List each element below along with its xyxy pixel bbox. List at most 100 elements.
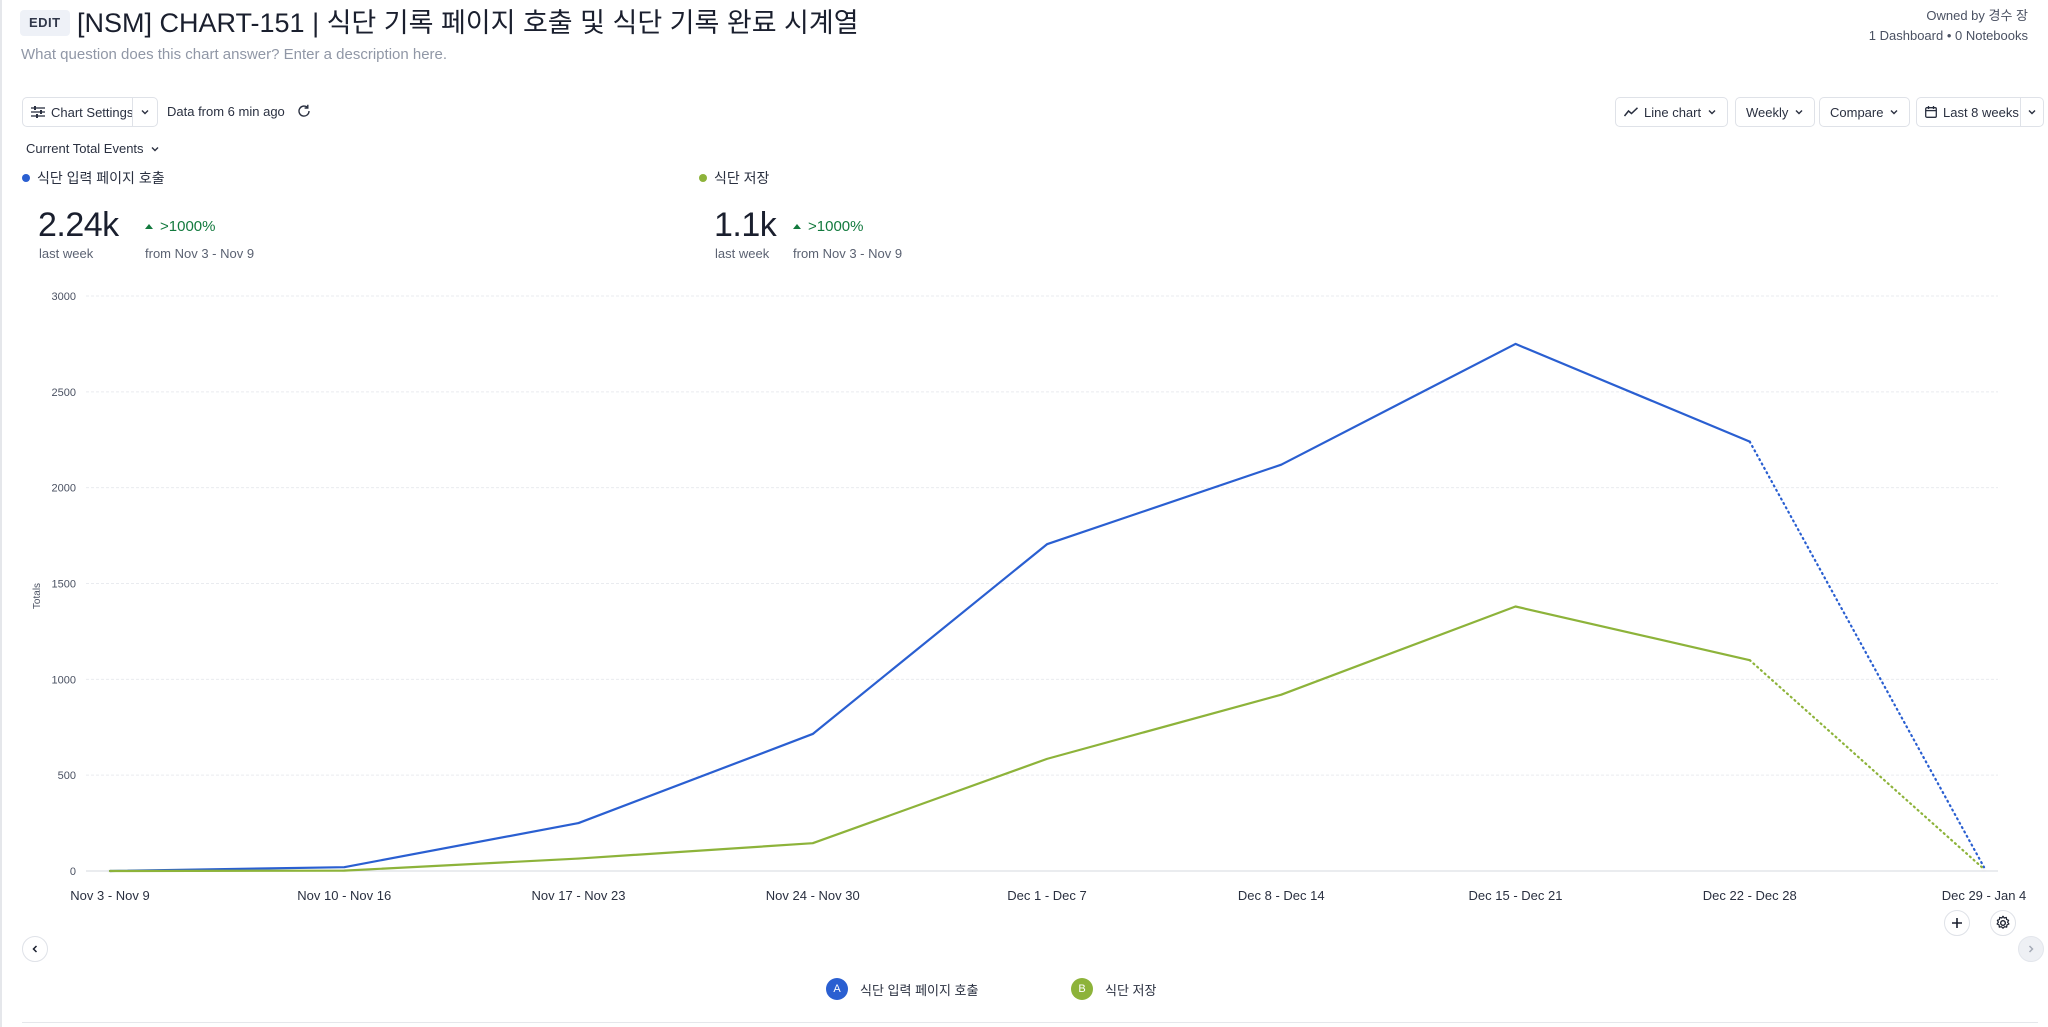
data-point[interactable] [1045, 756, 1050, 761]
series-b-delta-value: >1000% [808, 218, 864, 235]
y-tick-label: 1000 [52, 674, 76, 686]
x-tick-label: Dec 22 - Dec 28 [1703, 888, 1797, 903]
y-tick-label: 2500 [52, 387, 76, 399]
compare-dropdown[interactable]: Compare [1819, 97, 1911, 127]
y-tick-label: 2000 [52, 483, 76, 495]
owner-label[interactable]: Owned by 경수 장 [1926, 8, 2028, 23]
legend-badge-a: A [826, 978, 848, 1000]
y-tick-label: 3000 [52, 291, 76, 303]
data-point[interactable] [108, 869, 113, 874]
owner-info: Owned by 경수 장 1 Dashboard • 0 Notebooks [1869, 6, 2028, 46]
legend-badge-b: B [1071, 978, 1093, 1000]
add-button[interactable] [1944, 910, 1970, 936]
chart-settings-gear-button[interactable] [1990, 910, 2016, 936]
series-b-value: 1.1k [714, 206, 777, 244]
date-range-picker[interactable]: Last 8 weeks [1916, 97, 2044, 127]
chart-title[interactable]: [NSM] CHART-151 | 식단 기록 페이지 호출 및 식단 기록 완… [77, 8, 859, 38]
edit-badge[interactable]: EDIT [20, 10, 70, 36]
bottom-divider [22, 1022, 2038, 1023]
legend-item-a[interactable]: A 식단 입력 페이지 호출 [826, 978, 978, 1000]
x-tick-label: Dec 1 - Dec 7 [1007, 888, 1086, 903]
scroll-right-button[interactable] [2018, 936, 2044, 962]
series-b-dot [699, 174, 707, 182]
legend-label-b: 식단 저장 [1105, 982, 1157, 998]
x-tick-label: Dec 15 - Dec 21 [1469, 888, 1563, 903]
chevron-down-icon [1708, 110, 1716, 115]
data-point[interactable] [576, 821, 581, 826]
usage-label[interactable]: 1 Dashboard • 0 Notebooks [1868, 28, 2028, 43]
data-point[interactable] [576, 856, 581, 861]
metric-dropdown[interactable]: Current Total Events [26, 141, 160, 156]
x-tick-label: Nov 24 - Nov 30 [766, 888, 860, 903]
interval-label: Weekly [1746, 104, 1789, 120]
y-tick-label: 500 [58, 770, 76, 782]
interval-dropdown[interactable]: Weekly [1735, 97, 1816, 127]
data-point[interactable] [342, 868, 347, 873]
metric-label: Current Total Events [26, 141, 144, 156]
compare-label: Compare [1830, 104, 1884, 120]
series-line-b[interactable] [108, 605, 1751, 873]
arrow-up-icon [145, 224, 153, 229]
x-tick-label: Nov 10 - Nov 16 [297, 888, 391, 903]
chart-type-label: Line chart [1644, 104, 1702, 120]
series-a-dot [22, 174, 30, 182]
data-point[interactable] [1747, 439, 1752, 444]
series-a-delta-value: >1000% [160, 218, 216, 235]
y-tick-label: 1500 [52, 579, 76, 591]
data-point[interactable] [1279, 462, 1284, 467]
series-a-period: last week [39, 246, 94, 261]
data-point[interactable] [1747, 658, 1752, 663]
chart-type-dropdown[interactable]: Line chart [1615, 97, 1729, 127]
refresh-icon[interactable] [296, 103, 312, 119]
chevron-down-icon [141, 110, 149, 115]
chevron-left-icon [32, 945, 38, 953]
data-point[interactable] [810, 731, 815, 736]
scroll-left-button[interactable] [22, 936, 48, 962]
series-a-from: from Nov 3 - Nov 9 [145, 246, 255, 261]
series-a-tag[interactable]: 식단 입력 페이지 호출 [22, 168, 165, 188]
chevron-right-icon [2028, 945, 2034, 953]
legend-label-a: 식단 입력 페이지 호출 [860, 982, 979, 998]
data-point[interactable] [1513, 341, 1518, 346]
data-point[interactable] [1279, 692, 1284, 697]
series-b-tag[interactable]: 식단 저장 [699, 168, 769, 188]
data-point[interactable] [1045, 542, 1050, 547]
line-chart-icon [1624, 107, 1638, 117]
series-line-a[interactable] [108, 342, 1751, 873]
series-incomplete-line-a[interactable] [1748, 440, 1986, 869]
description-field[interactable]: What question does this chart answer? En… [21, 46, 448, 63]
chevron-down-icon [1795, 110, 1803, 115]
series-incomplete-line-b[interactable] [1748, 659, 1986, 871]
series-b-from: from Nov 3 - Nov 9 [793, 246, 903, 261]
series-a-delta: >1000% [145, 218, 215, 235]
data-point[interactable] [810, 841, 815, 846]
chart-settings-label: Chart Settings [51, 104, 134, 120]
plus-icon [1952, 918, 1962, 928]
legend-item-b[interactable]: B 식단 저장 [1071, 978, 1156, 1000]
x-tick-label: Nov 17 - Nov 23 [532, 888, 626, 903]
calendar-icon [1925, 106, 1937, 118]
chart-settings-button[interactable]: Chart Settings [22, 97, 158, 127]
x-tick-label: Dec 8 - Dec 14 [1238, 888, 1325, 903]
chart-settings-dropdown[interactable] [132, 98, 157, 126]
series-b-name: 식단 저장 [714, 170, 770, 186]
x-tick-label: Nov 3 - Nov 9 [70, 888, 149, 903]
date-range-dropdown[interactable] [2020, 98, 2043, 126]
arrow-up-icon [793, 224, 801, 229]
y-axis-title: Totals [32, 583, 43, 609]
series-a-name: 식단 입력 페이지 호출 [37, 170, 165, 186]
date-range-label: Last 8 weeks [1943, 104, 2019, 120]
data-age-text: Data from 6 min ago [167, 104, 285, 119]
chevron-down-icon [2028, 110, 2036, 115]
chevron-down-icon [1890, 110, 1898, 115]
chevron-down-icon [151, 146, 159, 151]
series-a-value: 2.24k [38, 206, 119, 244]
y-tick-label: 0 [70, 866, 76, 878]
series-b-period: last week [715, 246, 770, 261]
x-tick-label: Dec 29 - Jan 4 [1942, 888, 2027, 903]
data-point[interactable] [1513, 604, 1518, 609]
data-point[interactable] [1982, 867, 1987, 872]
gear-icon [1996, 915, 2010, 929]
